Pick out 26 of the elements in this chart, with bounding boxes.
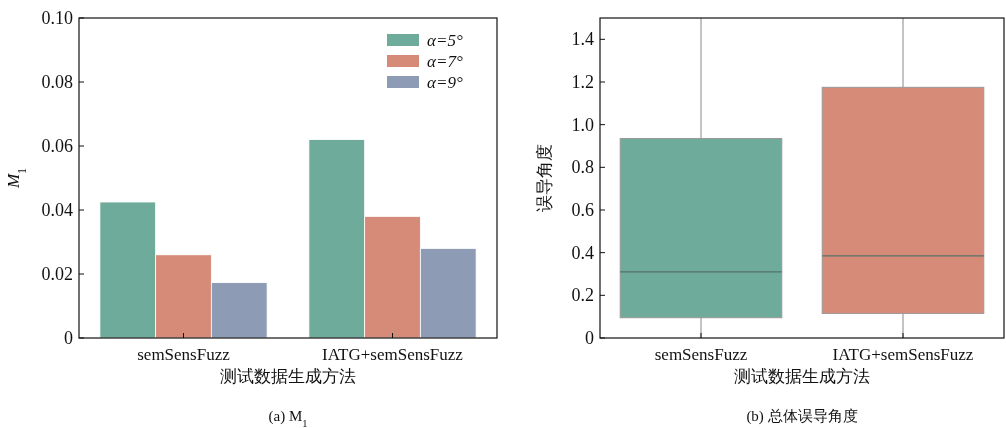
legend-label: α=5° (427, 31, 463, 50)
legend-label: α=9° (427, 73, 463, 92)
x-axis-title: 测试数据生成方法 (220, 367, 356, 386)
x-tick-label: IATG+semSensFuzz (322, 345, 464, 364)
x-tick-label: semSensFuzz (654, 345, 748, 364)
x-axis-title: 测试数据生成方法 (734, 367, 870, 386)
y-axis-title: 误导角度 (535, 144, 554, 212)
y-tick-label: 0.10 (41, 8, 73, 28)
text: (b) 总体误导角度 (746, 408, 858, 425)
text: (a) M$_{1}$ (268, 408, 308, 428)
x-tick-label: semSensFuzz (137, 345, 231, 364)
legend-label: α=7° (427, 52, 463, 71)
y-tick-label: 0 (64, 328, 73, 348)
y-tick-label: 0.08 (41, 72, 73, 92)
y-tick-label: 0.6 (571, 200, 594, 220)
y-tick-label: 0.8 (571, 157, 594, 178)
y-tick-label: 0.04 (41, 200, 73, 220)
y-tick-label: 0.2 (571, 285, 594, 306)
y-tick-label: 1.4 (571, 29, 594, 50)
y-tick-label: 1.2 (571, 72, 594, 92)
y-tick-label: 0 (585, 328, 594, 348)
y-tick-label: 1.0 (571, 114, 594, 135)
y-tick-label: 0.06 (41, 136, 73, 156)
x-tick-label: IATG+semSensFuzz (832, 345, 974, 364)
y-tick-label: 0.02 (41, 264, 73, 284)
y-tick-label: 0.4 (571, 242, 594, 263)
